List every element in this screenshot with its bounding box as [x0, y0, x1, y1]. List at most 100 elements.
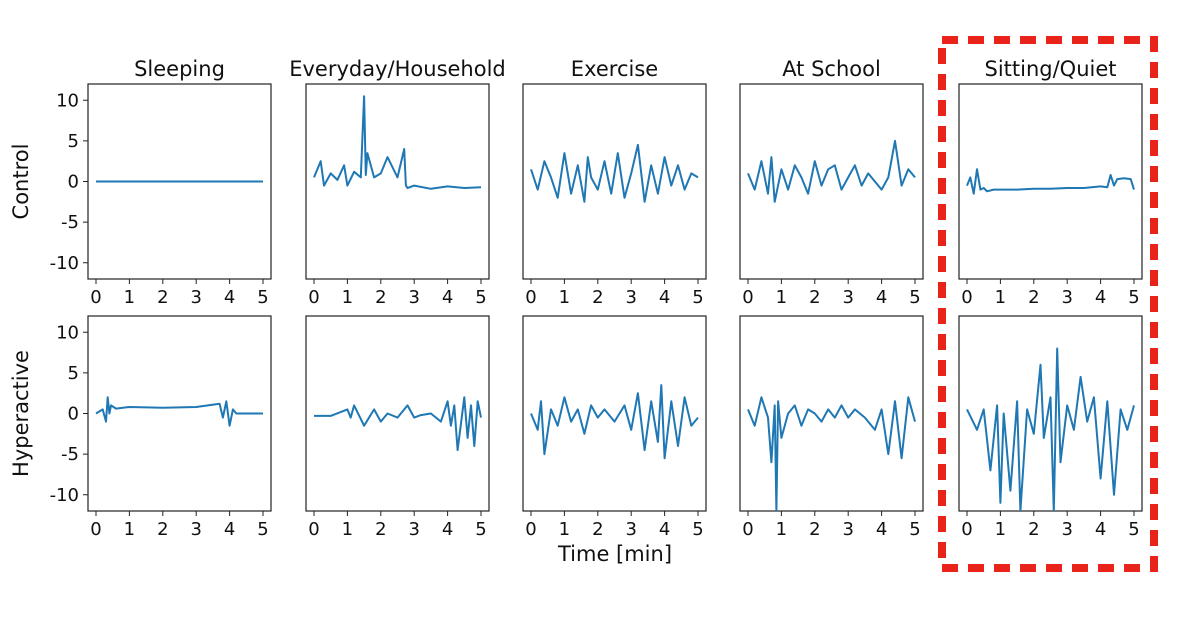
x-tick-label: 5: [475, 287, 486, 308]
x-tick-label: 3: [842, 519, 853, 540]
x-tick-label: 3: [625, 519, 636, 540]
panel-hyperactive-at-school: 0 1 2 3 4 5: [739, 315, 924, 540]
panel-frame: [739, 83, 924, 280]
x-tick-label: 2: [1028, 519, 1039, 540]
x-tick-label: 0: [525, 287, 536, 308]
x-tick-label: 0: [90, 519, 101, 540]
panel-hyperactive-sleeping: 0 1 2 3 4 5 10 5 0 -5 -10: [50, 315, 272, 540]
series-line-control-at-school: [747, 139, 916, 203]
x-tick-label: 3: [625, 287, 636, 308]
x-tick-label: 1: [776, 287, 787, 308]
x-tick-label: 5: [257, 519, 268, 540]
x-tick-label: 0: [961, 519, 972, 540]
panel-control-exercise: 0 1 2 3 4 5: [522, 83, 707, 308]
x-tick-label: 2: [157, 519, 168, 540]
x-tick-label: 1: [995, 287, 1006, 308]
panel-control-sleeping: 0 1 2 3 4 5 10 5 0 -5 -10: [50, 83, 272, 308]
x-tick-label: 2: [375, 519, 386, 540]
column-title-sleeping: Sleeping: [134, 57, 225, 81]
y-tick-label: 0: [68, 404, 79, 425]
x-tick-label: 1: [995, 519, 1006, 540]
x-tick-label: 2: [375, 287, 386, 308]
x-tick-label: 0: [308, 519, 319, 540]
panel-hyperactive-sitting-quiet: 0 1 2 3 4 5: [958, 315, 1143, 540]
x-tick-label: 0: [742, 287, 753, 308]
x-tick-label: 4: [224, 519, 235, 540]
x-tick-label: 5: [909, 287, 920, 308]
x-tick-label: 5: [1128, 287, 1139, 308]
x-tick-label: 4: [659, 519, 670, 540]
x-tick-label: 2: [592, 287, 603, 308]
x-tick-label: 0: [742, 519, 753, 540]
x-tick-label: 5: [909, 519, 920, 540]
row-label-control: Control: [9, 144, 33, 220]
x-tick-label: 5: [475, 519, 486, 540]
x-tick-label: 0: [525, 519, 536, 540]
x-tick-label: 5: [692, 519, 703, 540]
x-tick-label: 5: [1128, 519, 1139, 540]
x-tick-label: 4: [1095, 287, 1106, 308]
x-tick-label: 3: [842, 287, 853, 308]
x-tick-label: 1: [124, 519, 135, 540]
x-tick-label: 3: [408, 287, 419, 308]
x-tick-label: 2: [157, 287, 168, 308]
x-tick-label: 5: [692, 287, 703, 308]
series-line-control-exercise: [530, 143, 699, 203]
x-tick-label: 3: [408, 519, 419, 540]
x-tick-label: 4: [1095, 519, 1106, 540]
highlight-box: [938, 36, 1158, 572]
x-tick-label: 4: [876, 519, 887, 540]
panel-frame: [305, 83, 490, 280]
x-tick-label: 5: [257, 287, 268, 308]
row-label-hyperactive: Hyperactive: [9, 350, 33, 477]
column-title-at-school: At School: [782, 57, 881, 81]
y-tick-label: 10: [56, 322, 79, 343]
x-tick-label: 3: [190, 287, 201, 308]
panel-control-at-school: 0 1 2 3 4 5: [739, 83, 924, 308]
series-line-control-everyday-household: [313, 95, 482, 190]
x-tick-label: 0: [961, 287, 972, 308]
series-line-hyperactive-sitting-quiet: [966, 347, 1135, 511]
panel-control-sitting-quiet: 0 1 2 3 4 5: [958, 83, 1143, 308]
x-tick-label: 2: [809, 519, 820, 540]
column-title-sitting-quiet: Sitting/Quiet: [984, 57, 1116, 81]
x-tick-label: 0: [90, 287, 101, 308]
panel-frame: [958, 83, 1143, 280]
y-tick-label: -5: [61, 212, 79, 233]
series-line-hyperactive-sleeping: [95, 396, 263, 427]
x-tick-label: 2: [592, 519, 603, 540]
x-tick-label: 3: [190, 519, 201, 540]
y-tick-label: 10: [56, 90, 79, 111]
y-tick-label: -5: [61, 444, 79, 465]
column-title-exercise: Exercise: [571, 57, 658, 81]
series-line-control-sitting-quiet: [966, 168, 1135, 195]
x-tick-label: 4: [442, 519, 453, 540]
x-tick-label: 2: [1028, 287, 1039, 308]
x-tick-label: 3: [1061, 519, 1072, 540]
panel-hyperactive-everyday-household: 0 1 2 3 4 5: [305, 315, 490, 540]
panel-hyperactive-exercise: 0 1 2 3 4 5: [522, 315, 707, 540]
x-tick-label: 4: [442, 287, 453, 308]
x-tick-label: 1: [342, 519, 353, 540]
x-tick-label: 3: [1061, 287, 1072, 308]
panels-grid: Sleeping Everyday/Household Exercise At Sch…: [9, 57, 1143, 540]
x-tick-label: 4: [876, 287, 887, 308]
panel-control-everyday-household: 0 1 2 3 4 5: [305, 83, 490, 308]
series-line-hyperactive-exercise: [530, 384, 699, 460]
x-tick-label: 1: [342, 287, 353, 308]
series-line-hyperactive-everyday-household: [314, 396, 482, 452]
x-tick-label: 1: [559, 287, 570, 308]
series-line-hyperactive-at-school: [747, 396, 916, 511]
y-tick-label: 5: [68, 363, 79, 384]
y-tick-label: 5: [68, 131, 79, 152]
x-tick-label: 2: [809, 287, 820, 308]
x-tick-label: 1: [559, 519, 570, 540]
x-tick-label: 0: [308, 287, 319, 308]
y-tick-label: -10: [50, 485, 79, 506]
x-tick-label: 1: [776, 519, 787, 540]
panel-frame: [522, 83, 707, 280]
x-tick-label: 4: [659, 287, 670, 308]
x-tick-label: 1: [124, 287, 135, 308]
y-tick-label: 0: [68, 172, 79, 193]
